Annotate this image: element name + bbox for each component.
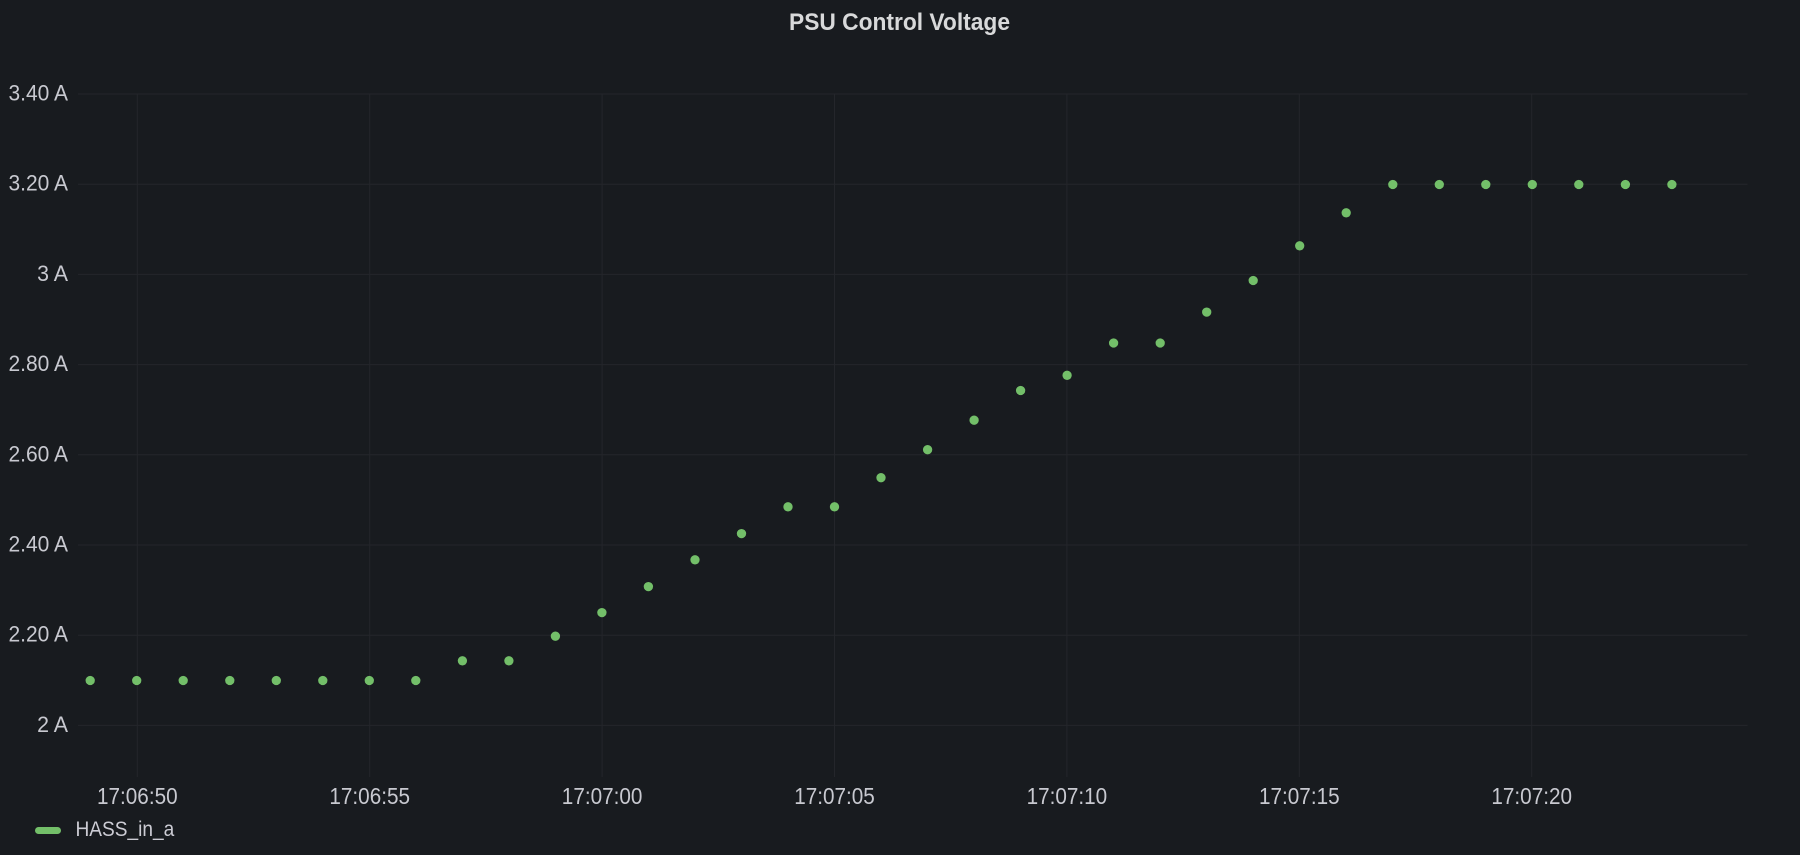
svg-text:17:07:20: 17:07:20 xyxy=(1491,783,1572,809)
svg-text:17:06:50: 17:06:50 xyxy=(97,783,178,809)
svg-text:2.20 A: 2.20 A xyxy=(9,622,69,647)
svg-text:17:07:15: 17:07:15 xyxy=(1259,783,1340,809)
svg-text:2.80 A: 2.80 A xyxy=(9,351,69,376)
svg-text:3 A: 3 A xyxy=(37,261,68,286)
svg-text:17:07:05: 17:07:05 xyxy=(794,783,875,809)
svg-text:2.60 A: 2.60 A xyxy=(9,441,69,466)
svg-text:17:07:00: 17:07:00 xyxy=(562,783,643,809)
svg-text:PSU Control Voltage: PSU Control Voltage xyxy=(789,9,1010,36)
svg-text:HASS_in_a: HASS_in_a xyxy=(76,818,175,841)
svg-text:3.20 A: 3.20 A xyxy=(9,171,69,196)
svg-text:3.40 A: 3.40 A xyxy=(9,81,69,106)
svg-text:2 A: 2 A xyxy=(37,712,68,737)
svg-text:17:06:55: 17:06:55 xyxy=(329,783,410,809)
svg-text:17:07:10: 17:07:10 xyxy=(1027,783,1108,809)
svg-text:2.40 A: 2.40 A xyxy=(9,532,69,557)
